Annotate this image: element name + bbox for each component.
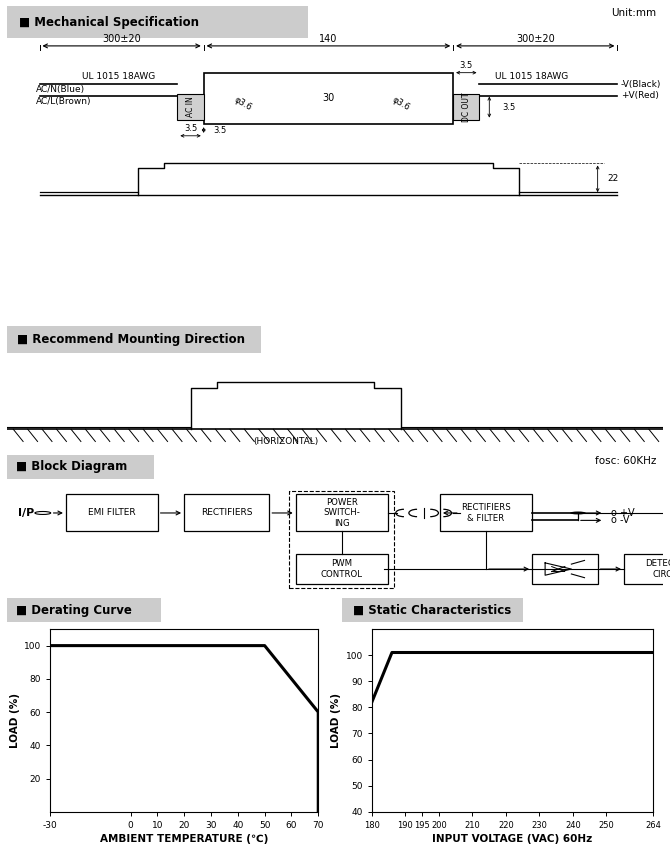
Text: DETECTION
CIRCUIT: DETECTION CIRCUIT xyxy=(645,559,670,579)
Text: +V(Red): +V(Red) xyxy=(620,91,659,100)
Text: 140: 140 xyxy=(319,34,338,44)
Text: 3.5: 3.5 xyxy=(460,61,473,70)
Text: PWM
CONTROL: PWM CONTROL xyxy=(320,559,362,579)
Text: DC OUT: DC OUT xyxy=(462,93,471,122)
Bar xyxy=(440,495,532,531)
Text: o +V: o +V xyxy=(611,508,634,518)
Text: o -V: o -V xyxy=(611,515,629,525)
Text: 3.5: 3.5 xyxy=(184,124,197,133)
Text: fosc: 60KHz: fosc: 60KHz xyxy=(595,456,657,466)
Text: ■ Block Diagram: ■ Block Diagram xyxy=(15,460,127,473)
Text: ■ Mechanical Specification: ■ Mechanical Specification xyxy=(19,15,199,29)
Text: 300±20: 300±20 xyxy=(103,34,141,44)
Text: 30: 30 xyxy=(322,94,334,104)
Text: 3.5: 3.5 xyxy=(214,126,226,134)
X-axis label: AMBIENT TEMPERATURE (℃): AMBIENT TEMPERATURE (℃) xyxy=(100,834,269,844)
Text: φ3.6: φ3.6 xyxy=(390,96,411,113)
Text: ■ Derating Curve: ■ Derating Curve xyxy=(16,604,132,617)
Text: ■ Recommend Mounting Direction: ■ Recommend Mounting Direction xyxy=(17,332,245,346)
Bar xyxy=(66,495,157,531)
Bar xyxy=(178,94,204,121)
Text: (HORIZONTAL): (HORIZONTAL) xyxy=(253,437,318,446)
Bar xyxy=(453,94,480,121)
Text: ■ Static Characteristics: ■ Static Characteristics xyxy=(352,604,511,617)
Text: RECTIFIERS: RECTIFIERS xyxy=(201,508,253,518)
Text: I/P: I/P xyxy=(18,508,35,518)
Text: UL 1015 18AWG: UL 1015 18AWG xyxy=(82,72,155,82)
Text: RECTIFIERS
& FILTER: RECTIFIERS & FILTER xyxy=(461,503,511,523)
Y-axis label: LOAD (%): LOAD (%) xyxy=(10,693,20,748)
X-axis label: INPUT VOLTAGE (VAC) 60Hz: INPUT VOLTAGE (VAC) 60Hz xyxy=(432,834,593,844)
Text: 22: 22 xyxy=(608,174,618,184)
Text: -V(Black): -V(Black) xyxy=(620,80,661,88)
Bar xyxy=(624,553,670,585)
Circle shape xyxy=(570,512,586,514)
Bar xyxy=(184,495,269,531)
Text: UL 1015 18AWG: UL 1015 18AWG xyxy=(495,72,569,82)
Text: EMI FILTER: EMI FILTER xyxy=(88,508,135,518)
Text: AC/N(Blue): AC/N(Blue) xyxy=(36,85,85,94)
Bar xyxy=(204,73,453,124)
Text: φ3.6: φ3.6 xyxy=(232,96,253,113)
Text: Unit:mm: Unit:mm xyxy=(612,8,657,19)
Text: AC IN: AC IN xyxy=(186,97,195,117)
Bar xyxy=(532,553,598,585)
Y-axis label: LOAD (%): LOAD (%) xyxy=(332,693,342,748)
Text: POWER
SWITCH-
ING: POWER SWITCH- ING xyxy=(323,498,360,528)
Bar xyxy=(295,553,387,585)
Bar xyxy=(295,495,387,531)
Text: AC/L(Brown): AC/L(Brown) xyxy=(36,97,92,105)
Text: 3.5: 3.5 xyxy=(502,103,516,111)
Bar xyxy=(289,490,394,588)
Text: 300±20: 300±20 xyxy=(516,34,555,44)
